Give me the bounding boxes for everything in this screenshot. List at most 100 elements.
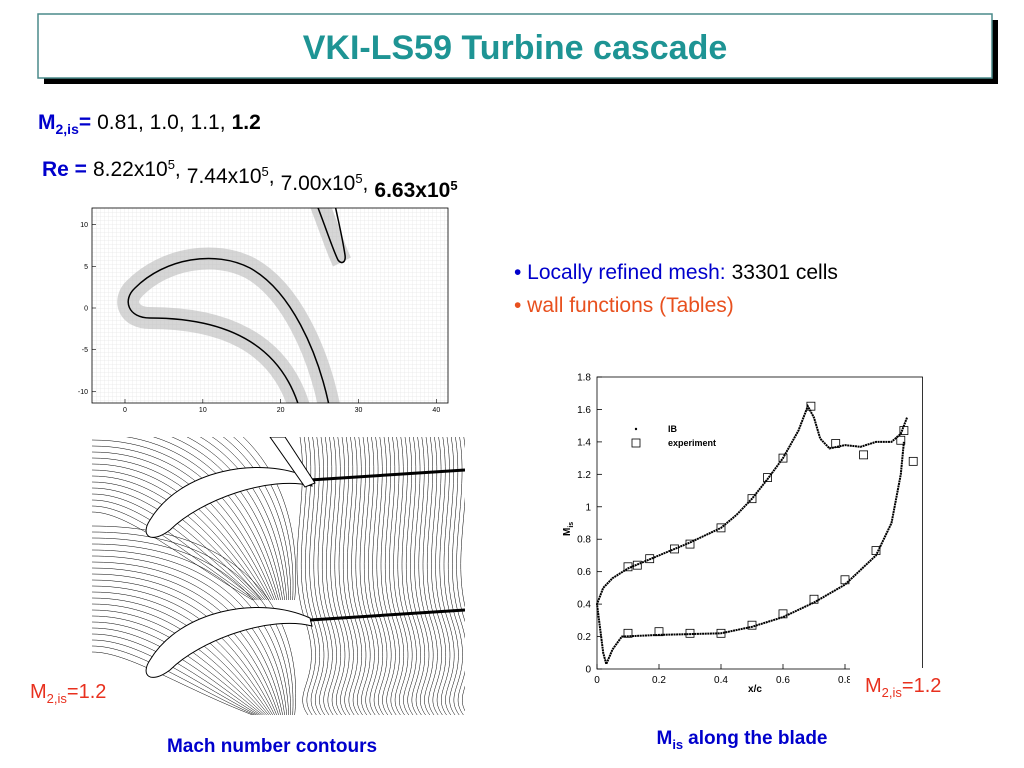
y-label-subscript: is <box>568 522 575 528</box>
contour-line <box>439 437 455 715</box>
contour-line <box>92 511 253 601</box>
label-subscript: 2,is <box>882 685 903 700</box>
contour-plot <box>92 437 465 715</box>
contour-line <box>426 437 442 715</box>
y-axis-label: Mis <box>562 522 575 536</box>
x-tick-label: 10 <box>199 407 207 414</box>
contour-line <box>347 437 363 715</box>
plot-frame <box>596 376 923 670</box>
y-tick-label: 1.2 <box>577 470 591 481</box>
re-exponent: 5 <box>168 157 175 172</box>
contour-line <box>410 437 426 715</box>
y-tick-label: 5 <box>84 264 88 271</box>
re-exponent: 5 <box>355 171 362 186</box>
contour-line <box>452 437 465 715</box>
y-tick-label: 0.4 <box>577 600 591 611</box>
contour-line <box>355 437 371 715</box>
contour-line <box>397 437 413 715</box>
chart-caption: Mis along the blade <box>656 728 827 752</box>
shock-wake <box>309 468 465 482</box>
x-tick-label: 0 <box>123 407 127 414</box>
contour-line <box>372 437 388 715</box>
x-tick-label: 0.6 <box>776 675 790 686</box>
right-label: M2,is=1.2 <box>865 675 941 700</box>
y-tick-label: 1.8 <box>577 373 591 384</box>
y-tick-label: 10 <box>80 222 88 229</box>
experiment-point <box>747 620 757 630</box>
contour-line <box>456 437 465 712</box>
left-label: M2,is=1.2 <box>30 681 106 706</box>
re-value: 7.44x10 <box>187 165 262 188</box>
label-symbol: M <box>30 681 47 703</box>
contour-line <box>431 437 447 715</box>
re-value: 8.22x10 <box>93 158 168 181</box>
caption-rest: along the blade <box>688 728 827 749</box>
y-tick-label: -10 <box>78 389 88 396</box>
x-tick-label: 0.8 <box>838 675 852 686</box>
contour-line <box>368 437 384 715</box>
experiment-point <box>716 628 726 638</box>
y-tick-label: 1.6 <box>577 405 591 416</box>
re-value: 6.63x10 <box>374 179 450 202</box>
contour-line <box>92 549 287 715</box>
x-tick-label: 40 <box>432 407 440 414</box>
contour-line <box>422 437 438 715</box>
blade <box>145 467 313 538</box>
experiment-point <box>632 560 642 570</box>
experiment-point <box>645 554 655 564</box>
mach-equals: = <box>79 111 91 134</box>
y-tick-label: 0.2 <box>577 632 591 643</box>
contour-line <box>334 437 350 715</box>
contour-line <box>393 437 409 715</box>
mesh-frame <box>91 207 449 404</box>
mach-values: 0.81, 1.0, 1.1, <box>97 111 225 134</box>
contour-line <box>242 437 296 601</box>
contour-line <box>405 437 421 715</box>
contour-line <box>447 437 463 715</box>
contour-line <box>376 437 392 715</box>
contour-line <box>389 437 405 715</box>
title: VKI-LS59 Turbine cascade <box>303 29 728 67</box>
contour-line <box>414 437 430 715</box>
re-value: 7.00x10 <box>281 172 356 195</box>
shock-wake <box>309 608 465 622</box>
caption-subscript: is <box>672 737 683 752</box>
y-tick-label: 1.4 <box>577 437 591 448</box>
experiment-point <box>685 539 695 549</box>
y-tick-label: -5 <box>82 347 88 354</box>
blade-outline <box>317 208 346 264</box>
experiment-point <box>859 450 868 460</box>
label-rest: =1.2 <box>902 675 941 697</box>
title-box <box>37 13 993 79</box>
contour-line <box>435 437 451 715</box>
legend-label: IB <box>668 424 678 434</box>
contour-line <box>330 437 346 715</box>
caption-symbol: M <box>656 728 672 749</box>
contour-line <box>92 555 285 715</box>
y-label-symbol: M <box>562 528 573 536</box>
blade <box>269 437 316 488</box>
contour-line <box>363 437 379 715</box>
y-tick-label: 1 <box>585 502 591 513</box>
experiment-point <box>670 544 679 554</box>
experiment-point <box>763 473 772 482</box>
experiment-point <box>908 456 918 466</box>
re-exponent: 5 <box>262 164 269 179</box>
contour-line <box>211 437 289 601</box>
contour-line <box>342 437 358 715</box>
label-background <box>850 668 990 704</box>
re-line: Re = 8.22x105, 7.44x105, 7.00x105, 6.63x105 <box>42 157 458 202</box>
re-exponent: 5 <box>450 178 457 193</box>
mach-line: M2,is= 0.81, 1.0, 1.1, 1.2 <box>38 111 261 137</box>
experiment-point <box>654 627 664 637</box>
mesh-plot: 0 10 20 30 40 10 5 0 -5 -10 <box>78 207 449 414</box>
experiment-point <box>831 439 841 448</box>
x-tick-label: 0.2 <box>652 675 666 686</box>
experiment-point <box>806 401 816 411</box>
x-tick-label: 20 <box>277 407 285 414</box>
chart-background <box>570 365 930 695</box>
experiment-point <box>896 435 906 445</box>
re-separator: , <box>363 172 369 195</box>
re-label: Re = <box>42 158 87 181</box>
